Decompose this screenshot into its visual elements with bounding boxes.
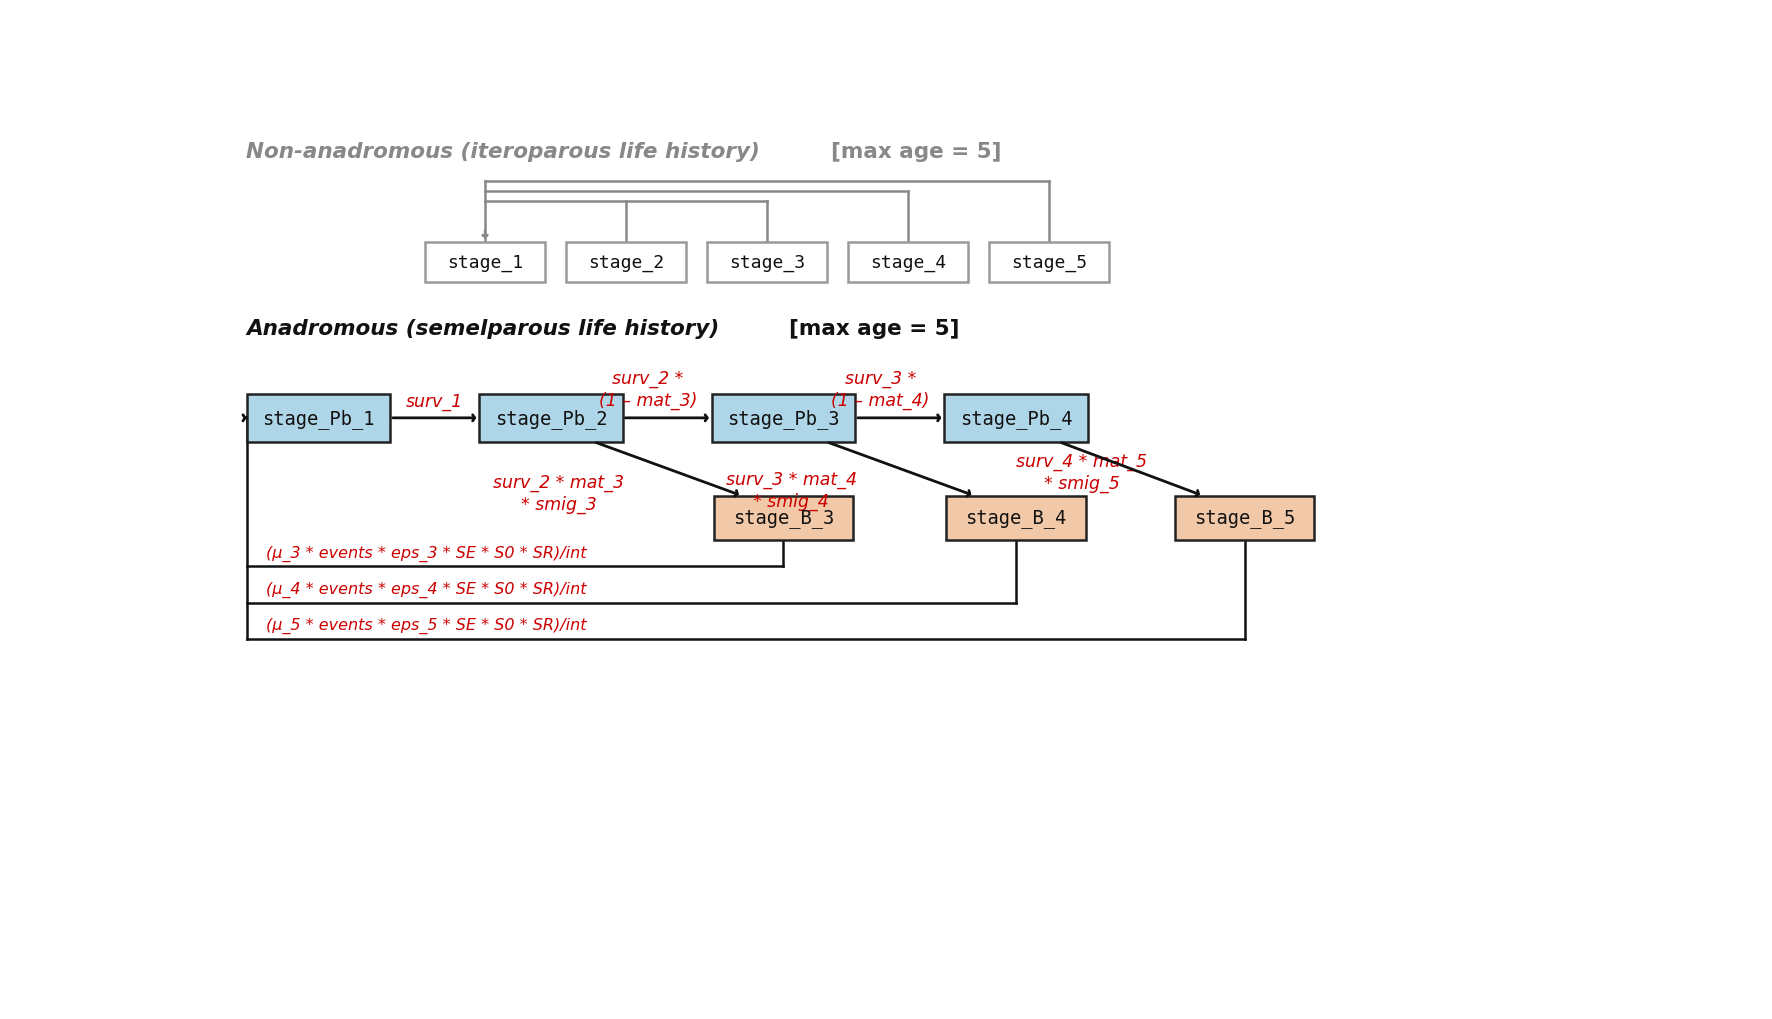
Text: stage_3: stage_3 [728, 254, 804, 271]
Text: stage_Pb_4: stage_Pb_4 [960, 409, 1072, 428]
FancyBboxPatch shape [849, 243, 968, 282]
FancyBboxPatch shape [714, 496, 852, 541]
Text: stage_4: stage_4 [870, 254, 946, 271]
FancyBboxPatch shape [246, 394, 390, 442]
Text: stage_B_3: stage_B_3 [734, 508, 835, 528]
Text: surv_3 *
(1 – mat_4): surv_3 * (1 – mat_4) [831, 370, 930, 410]
Text: stage_Pb_2: stage_Pb_2 [494, 409, 608, 428]
FancyBboxPatch shape [989, 243, 1109, 282]
Text: surv_2 *
(1 – mat_3): surv_2 * (1 – mat_3) [599, 370, 696, 410]
Text: stage_2: stage_2 [588, 254, 664, 271]
Text: surv_2 * mat_3
* smig_3: surv_2 * mat_3 * smig_3 [493, 474, 624, 514]
Text: surv_3 * mat_4
* smig_4: surv_3 * mat_4 * smig_4 [725, 471, 856, 511]
Text: stage_Pb_3: stage_Pb_3 [727, 409, 840, 428]
Text: Anadromous (semelparous life history): Anadromous (semelparous life history) [246, 319, 727, 338]
Text: Non-anadromous (iteroparous life history): Non-anadromous (iteroparous life history… [246, 142, 767, 161]
FancyBboxPatch shape [707, 243, 828, 282]
Text: surv_1: surv_1 [406, 392, 462, 411]
Text: (μ_5 * events * eps_5 * SE * S0 * SR)/int: (μ_5 * events * eps_5 * SE * S0 * SR)/in… [266, 618, 587, 634]
Text: [max age = 5]: [max age = 5] [789, 319, 959, 338]
Text: [max age = 5]: [max age = 5] [831, 142, 1001, 161]
Text: (μ_3 * events * eps_3 * SE * S0 * SR)/int: (μ_3 * events * eps_3 * SE * S0 * SR)/in… [266, 545, 587, 561]
FancyBboxPatch shape [478, 394, 622, 442]
FancyBboxPatch shape [565, 243, 686, 282]
Text: surv_4 * mat_5
* smig_5: surv_4 * mat_5 * smig_5 [1017, 453, 1146, 493]
FancyBboxPatch shape [946, 496, 1086, 541]
Text: stage_Pb_1: stage_Pb_1 [262, 409, 374, 428]
Text: stage_1: stage_1 [447, 254, 523, 271]
Text: stage_5: stage_5 [1012, 254, 1088, 271]
Text: stage_B_4: stage_B_4 [966, 508, 1067, 528]
FancyBboxPatch shape [712, 394, 856, 442]
FancyBboxPatch shape [944, 394, 1088, 442]
Text: stage_B_5: stage_B_5 [1194, 508, 1295, 528]
Text: (μ_4 * events * eps_4 * SE * S0 * SR)/int: (μ_4 * events * eps_4 * SE * S0 * SR)/in… [266, 582, 587, 598]
FancyBboxPatch shape [425, 243, 546, 282]
FancyBboxPatch shape [1175, 496, 1315, 541]
